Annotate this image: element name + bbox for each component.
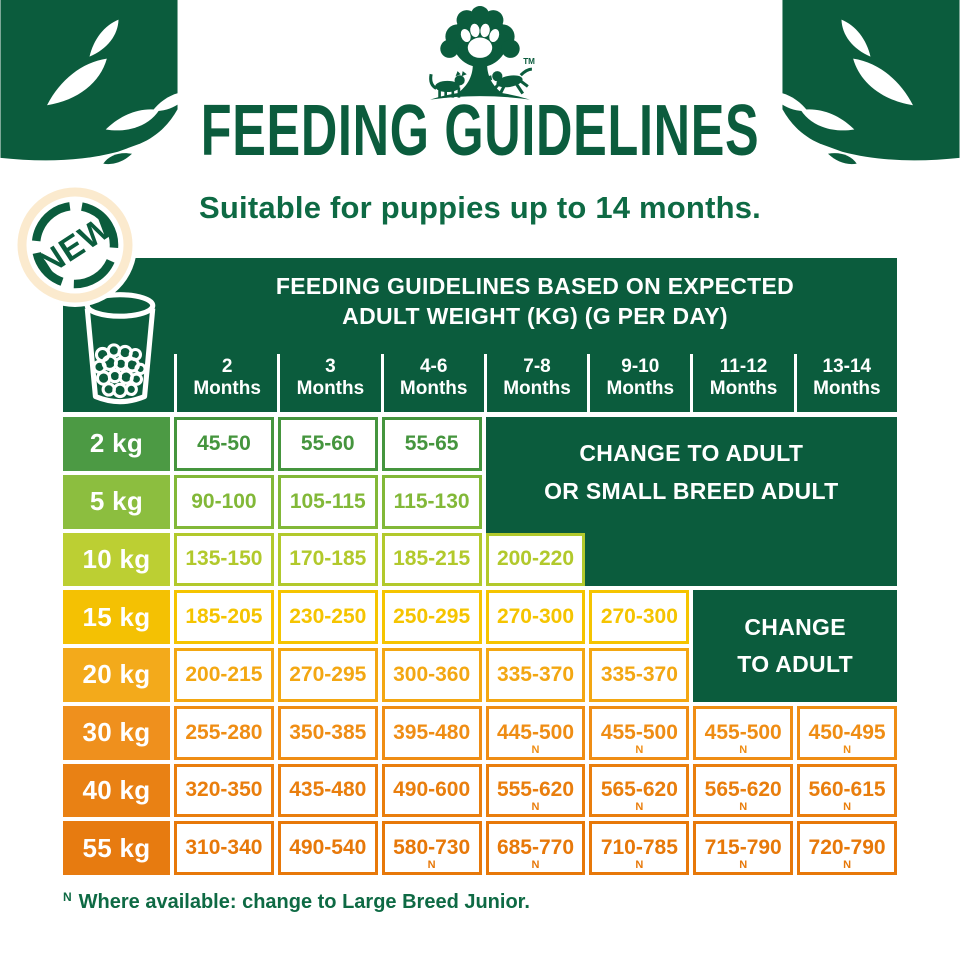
feeding-value-cell: 270-300: [485, 590, 586, 644]
feeding-value-cell: 710-785 N: [589, 821, 690, 875]
dog-silhouette-icon: [485, 67, 533, 97]
feeding-value-cell: 555-620 N: [485, 763, 586, 818]
feeding-value-cell: 450-495 N: [797, 705, 897, 760]
cat-silhouette-icon: [429, 71, 467, 98]
row-header-30kg: 30 kg: [63, 705, 170, 760]
leaf-decoration-left: [0, 0, 178, 172]
table-title-line-1: FEEDING GUIDELINES BASED ON EXPECTED: [275, 273, 795, 299]
row-header-55kg: 55 kg: [63, 821, 170, 875]
feeding-value-cell: 435-480: [277, 763, 378, 818]
kibble-cup-icon: [84, 292, 156, 405]
feeding-value-cell: 230-250: [277, 590, 378, 644]
trademark-symbol: TM: [523, 57, 535, 66]
footnote-marker-n: N: [739, 743, 748, 756]
row-header-5kg: 5 kg: [63, 474, 170, 529]
feeding-value-cell: 55-65: [381, 417, 482, 471]
footnote-marker-n: N: [843, 743, 852, 756]
row-header-40kg: 40 kg: [63, 763, 170, 818]
table-header: FEEDING GUIDELINES BASED ON EXPECTED ADU…: [63, 258, 897, 412]
feeding-value-cell: 170-185: [277, 532, 378, 587]
feeding-value-cell: 310-340: [174, 821, 274, 875]
badge-outer-ring: [17, 187, 133, 303]
feeding-value-cell: 250-295: [381, 590, 482, 644]
feeding-value-cell: 350-385: [277, 705, 378, 760]
feeding-value-cell: 55-60: [277, 417, 378, 471]
leaf-decoration-right: [782, 0, 960, 172]
feeding-value-cell: 270-300: [589, 590, 690, 644]
footnote: N Where available: change to Large Breed …: [63, 890, 530, 914]
feeding-value-cell: 490-600: [381, 763, 482, 818]
feeding-table: CHANGE TO ADULT OR SMALL BREED ADULT CHANG…: [63, 417, 897, 875]
tree-paw-logo-icon: TM: [429, 6, 535, 100]
feeding-value-cell: 720-790 N: [797, 821, 897, 875]
footnote-marker-n: N: [531, 859, 540, 871]
feeding-value-cell: 490-540: [277, 821, 378, 875]
feeding-value-cell: 270-295: [277, 648, 378, 702]
feeding-value-cell: 395-480: [381, 705, 482, 760]
footnote-marker-n: N: [739, 801, 748, 814]
table-title-line-2: ADULT WEIGHT (KG) (G PER DAY): [342, 303, 728, 329]
column-header-11-12: 11-12 Months: [690, 354, 793, 412]
column-headers: 2 Months 3 Months 4-6 Months 7-8 Months 9-10 Mont…: [174, 354, 897, 412]
footnote-marker-n: N: [531, 743, 540, 756]
feeding-value-cell: 115-130: [381, 474, 482, 529]
column-header-9-10: 9-10 Months: [587, 354, 690, 412]
row-header-15kg: 15 kg: [63, 590, 170, 644]
row-header-2kg: 2 kg: [63, 417, 170, 471]
paw-print-icon: [460, 23, 500, 58]
feeding-value-cell: 565-620 N: [693, 763, 794, 818]
feeding-value-cell: 455-500 N: [589, 705, 690, 760]
feeding-value-cell: 455-500 N: [693, 705, 794, 760]
feeding-value-cell: 565-620 N: [589, 763, 690, 818]
brand-logo: TM: [424, 6, 536, 100]
column-header-2: 2 Months: [174, 354, 277, 412]
feeding-value-cell: 335-370: [589, 648, 690, 702]
feeding-value-cell: 445-500 N: [485, 705, 586, 760]
feeding-value-cell: 685-770 N: [485, 821, 586, 875]
page-title: FEEDING GUIDELINES: [200, 91, 760, 171]
footnote-marker-n: N: [427, 859, 436, 871]
feeding-value-cell: 715-790 N: [693, 821, 794, 875]
feeding-value-cell: 580-730 N: [381, 821, 482, 875]
feeding-value-cell: 200-220: [485, 532, 586, 587]
column-header-7-8: 7-8 Months: [483, 354, 587, 412]
column-header-3: 3 Months: [277, 354, 380, 412]
footnote-marker-n: N: [843, 801, 852, 814]
feeding-value-cell: 560-615 N: [797, 763, 897, 818]
feeding-value-cell: 335-370: [485, 648, 586, 702]
footnote-marker-n: N: [843, 859, 852, 871]
feeding-value-cell: 320-350: [174, 763, 274, 818]
page-subtitle: Suitable for puppies up to 14 months.: [199, 190, 761, 225]
feeding-value-cell: 105-115: [277, 474, 378, 529]
footnote-marker-n: N: [739, 859, 748, 871]
new-stamp-badge: NEW: [13, 183, 137, 307]
row-header-10kg: 10 kg: [63, 532, 170, 587]
row-header-20kg: 20 kg: [63, 648, 170, 702]
footnote-marker-n: N: [531, 801, 540, 814]
footnote-marker: N: [63, 890, 72, 904]
feeding-value-cell: 200-215: [174, 648, 274, 702]
kibble-pieces: [92, 343, 147, 399]
feeding-value-cell: 300-360: [381, 648, 482, 702]
column-header-4-6: 4-6 Months: [380, 354, 484, 412]
footnote-marker-n: N: [635, 743, 644, 756]
feeding-value-cell: 135-150: [174, 532, 274, 587]
feeding-value-cell: 45-50: [174, 417, 274, 471]
footnote-marker-n: N: [635, 801, 644, 814]
change-to-adult-region: CHANGE TO ADULT: [693, 590, 897, 702]
feeding-value-cell: 90-100: [174, 474, 274, 529]
column-header-13-14: 13-14 Months: [793, 354, 897, 412]
badge-inner-ring: [31, 201, 119, 289]
feeding-value-cell: 185-205: [174, 590, 274, 644]
feeding-value-cell: 255-280: [174, 705, 274, 760]
footnote-text: Where available: change to Large Breed J…: [78, 891, 530, 913]
feeding-value-cell: 185-215: [381, 532, 482, 587]
table-title: FEEDING GUIDELINES BASED ON EXPECTED ADU…: [181, 271, 889, 331]
footnote-marker-n: N: [635, 859, 644, 871]
